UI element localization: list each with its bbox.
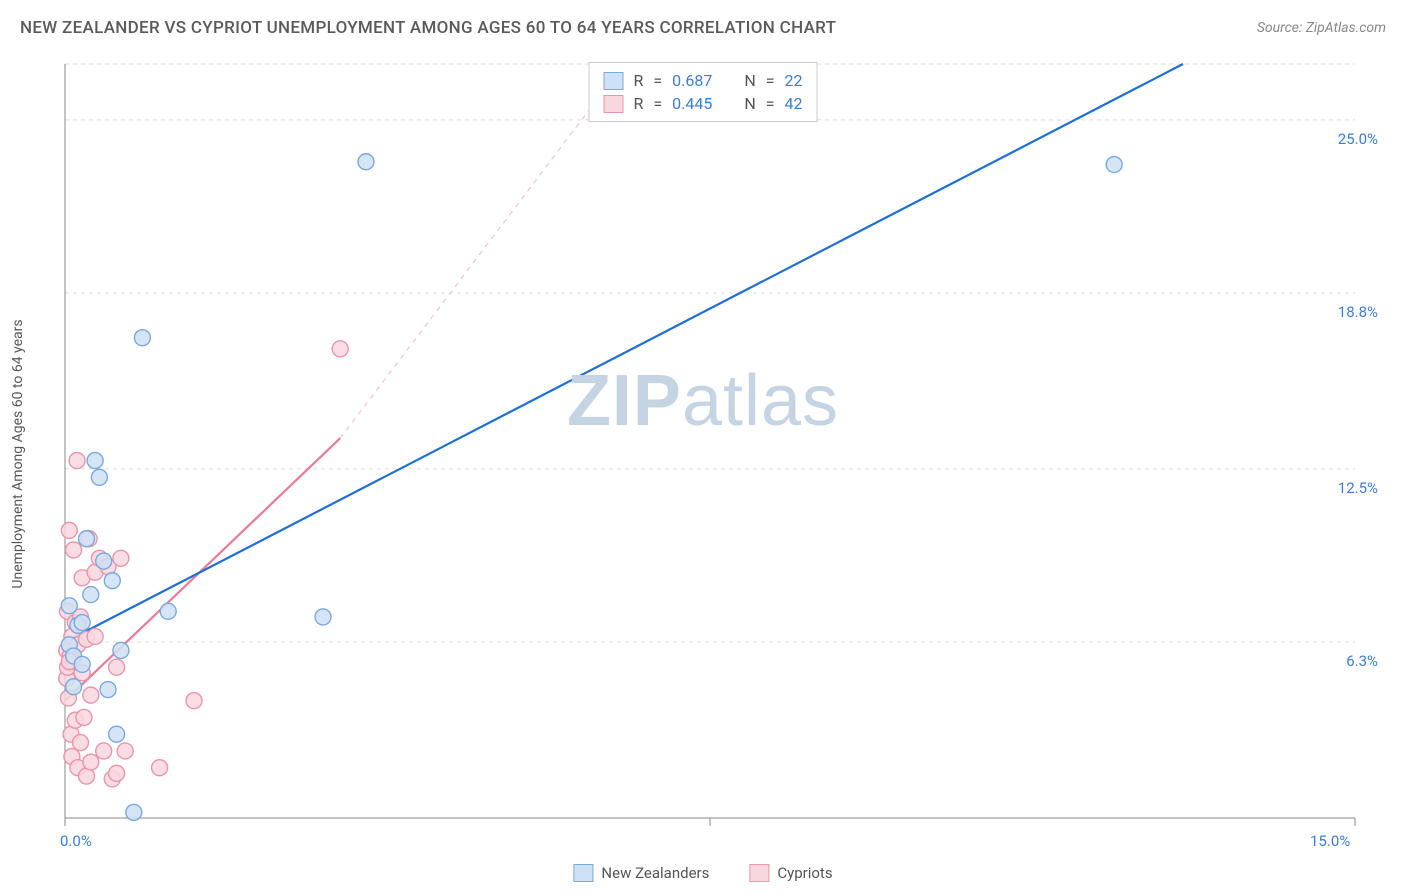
legend-row-cy: R = 0.445 N = 42 (603, 92, 802, 115)
swatch-cy-icon (749, 864, 769, 882)
legend-item-nz: New Zealanders (573, 864, 709, 882)
y-axis-label: Unemployment Among Ages 60 to 64 years (10, 319, 26, 588)
legend-item-cy: Cypriots (749, 864, 832, 882)
source-attribution: Source: ZipAtlas.com (1257, 20, 1386, 36)
correlation-legend: R = 0.687 N = 22 R = 0.445 N = 42 (588, 62, 817, 122)
swatch-cy (603, 95, 623, 113)
chart-title: NEW ZEALANDER VS CYPRIOT UNEMPLOYMENT AM… (20, 18, 836, 38)
swatch-nz (603, 72, 623, 90)
y-tick-label: 18.8% (1338, 303, 1378, 321)
chart-header: NEW ZEALANDER VS CYPRIOT UNEMPLOYMENT AM… (0, 0, 1406, 48)
y-tick-label: 6.3% (1346, 652, 1378, 670)
x-max-label: 15.0% (1310, 832, 1350, 850)
origin-label: 0.0% (60, 832, 92, 850)
scatter-chart (55, 58, 1385, 848)
legend-row-nz: R = 0.687 N = 22 (603, 69, 802, 92)
chart-area (55, 58, 1386, 852)
y-tick-label: 12.5% (1338, 479, 1378, 497)
y-tick-label: 25.0% (1338, 130, 1378, 148)
series-legend: New Zealanders Cypriots (573, 864, 832, 882)
swatch-nz-icon (573, 864, 593, 882)
